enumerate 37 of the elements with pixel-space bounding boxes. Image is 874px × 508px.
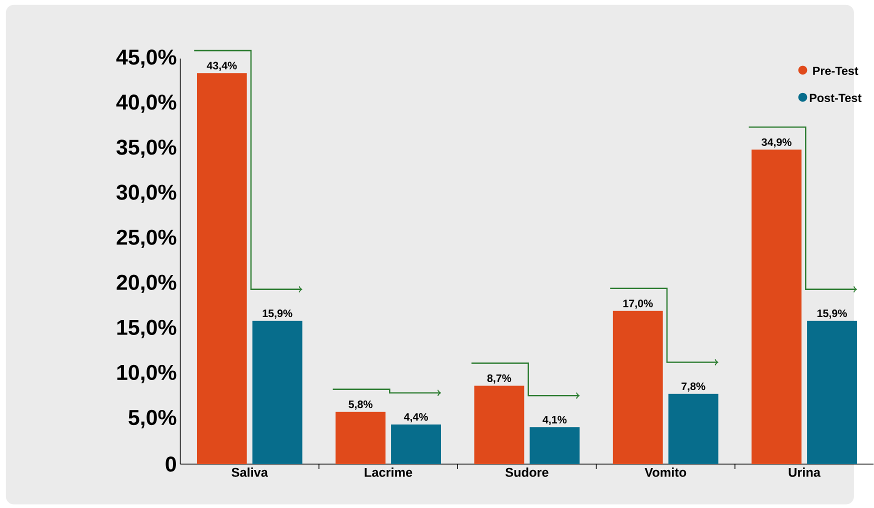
legend-label: Post-Test bbox=[810, 94, 862, 102]
bar bbox=[668, 394, 718, 464]
y-tick-label: 5,0% bbox=[128, 410, 176, 428]
y-tick-label: 0 bbox=[166, 456, 176, 472]
data-label: 17,0% bbox=[623, 300, 653, 309]
data-label: 15,9% bbox=[817, 309, 847, 319]
bar bbox=[807, 320, 857, 464]
bar bbox=[336, 412, 386, 464]
bar bbox=[474, 386, 524, 464]
y-tick-label: 20,0% bbox=[116, 274, 176, 293]
bar bbox=[612, 310, 663, 464]
y-tick-label: 35,0% bbox=[116, 139, 176, 158]
data-label: 34,9% bbox=[762, 138, 792, 148]
x-tick-label: Urina bbox=[788, 467, 821, 477]
x-tick-label: Lacrime bbox=[364, 467, 412, 477]
x-tick-label: Saliva bbox=[232, 467, 268, 477]
y-tick-label: 25,0% bbox=[116, 230, 176, 248]
bar bbox=[252, 320, 302, 464]
bar bbox=[752, 150, 802, 464]
legend-label: Pre-Test bbox=[813, 66, 858, 75]
y-tick-label: 15,0% bbox=[117, 320, 176, 338]
data-label: 8,7% bbox=[487, 374, 512, 384]
data-label: 7,8% bbox=[682, 382, 706, 392]
bar bbox=[391, 424, 441, 464]
data-label: 15,9% bbox=[262, 309, 292, 319]
bar bbox=[530, 427, 580, 464]
y-tick-label: 30,0% bbox=[116, 184, 176, 203]
x-tick-label: Vomito bbox=[644, 467, 686, 477]
data-label: 5,8% bbox=[348, 400, 372, 410]
x-tick-label: Sudore bbox=[505, 467, 548, 477]
data-label: 43,4% bbox=[206, 62, 237, 71]
bar bbox=[196, 72, 247, 464]
data-label: 4,1% bbox=[542, 416, 567, 425]
y-tick-label: 40,0% bbox=[116, 94, 176, 113]
y-tick-label: 10,0% bbox=[117, 364, 176, 384]
data-label: 4,4% bbox=[404, 413, 428, 422]
y-tick-label: 45,0% bbox=[116, 49, 176, 68]
